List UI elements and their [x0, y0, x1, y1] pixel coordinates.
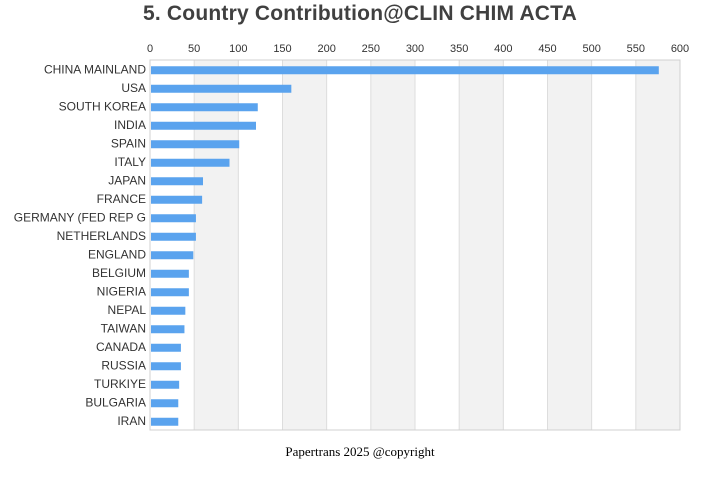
x-tick-label: 250 [362, 43, 380, 55]
x-tick-label: 150 [273, 43, 291, 55]
grid-band [591, 60, 636, 430]
y-axis-category-labels: CHINA MAINLAND USA SOUTH KOREA INDIA SPAIN IT… [14, 62, 147, 428]
bar [151, 195, 203, 204]
y-category-label: JAPAN [108, 173, 146, 187]
grid-band [503, 60, 548, 430]
y-category-label: CANADA [96, 340, 146, 354]
grid-band [635, 60, 680, 430]
y-category-label: INDIA [114, 118, 146, 132]
grid-band [415, 60, 460, 430]
bar [151, 177, 203, 186]
y-category-label: TURKIYE [94, 377, 146, 391]
bar [151, 66, 659, 75]
grid-band [194, 60, 239, 430]
y-category-label: TAIWAN [101, 321, 146, 335]
grid-band [150, 60, 195, 430]
bar [151, 251, 194, 260]
grid-band [282, 60, 327, 430]
bar [151, 232, 196, 241]
bar [151, 380, 180, 389]
grid-band [547, 60, 592, 430]
y-category-label: SPAIN [111, 136, 146, 150]
x-tick-label: 350 [450, 43, 468, 55]
y-category-label: ENGLAND [88, 247, 146, 261]
x-tick-label: 200 [317, 43, 335, 55]
x-tick-label: 50 [188, 43, 200, 55]
grid-band [459, 60, 504, 430]
footer-copyright: Papertrans 2025 @copyright [285, 444, 435, 459]
bar [151, 362, 181, 371]
bar [151, 158, 230, 167]
bar [151, 306, 186, 315]
x-tick-label: 300 [406, 43, 424, 55]
bar [151, 140, 240, 149]
background-bands [150, 60, 680, 430]
bars [151, 66, 659, 426]
plot-border [149, 59, 681, 431]
x-tick-label: 0 [147, 43, 153, 55]
bar [151, 121, 256, 130]
grid-band [238, 60, 283, 430]
bar [151, 288, 189, 297]
bar [151, 399, 179, 408]
bar [151, 325, 185, 334]
y-category-label: SOUTH KOREA [59, 99, 146, 113]
y-category-label: IRAN [117, 414, 146, 428]
x-tick-label: 450 [538, 43, 556, 55]
chart-title: 5. Country Contribution@CLIN CHIM ACTA [142, 2, 578, 25]
x-tick-label: 500 [582, 43, 600, 55]
bar [151, 417, 179, 426]
bar [151, 269, 189, 278]
y-category-label: FRANCE [97, 192, 146, 206]
bar [151, 103, 258, 112]
x-tick-label: 400 [494, 43, 512, 55]
x-tick-label: 600 [671, 43, 689, 55]
y-category-label: RUSSIA [101, 358, 146, 372]
y-category-label: CHINA MAINLAND [44, 62, 146, 76]
y-category-label: BELGIUM [92, 266, 146, 280]
bar [151, 84, 292, 93]
grid-band [370, 60, 415, 430]
y-category-label: GERMANY (FED REP G [14, 210, 146, 224]
x-tick-label: 550 [627, 43, 645, 55]
x-axis-ticks: 0 50 100 150 200 250 300 350 400 450 500 550 600 [147, 43, 689, 55]
y-category-label: NEPAL [108, 303, 147, 317]
plot-frame [149, 59, 681, 431]
bar [151, 214, 196, 223]
y-category-label: NETHERLANDS [57, 229, 146, 243]
x-tick-label: 100 [229, 43, 247, 55]
y-category-label: ITALY [114, 155, 146, 169]
y-category-label: BULGARIA [85, 395, 146, 409]
bar [151, 343, 181, 352]
grid-band [326, 60, 371, 430]
y-category-label: NIGERIA [97, 284, 146, 298]
y-category-label: USA [121, 81, 146, 95]
